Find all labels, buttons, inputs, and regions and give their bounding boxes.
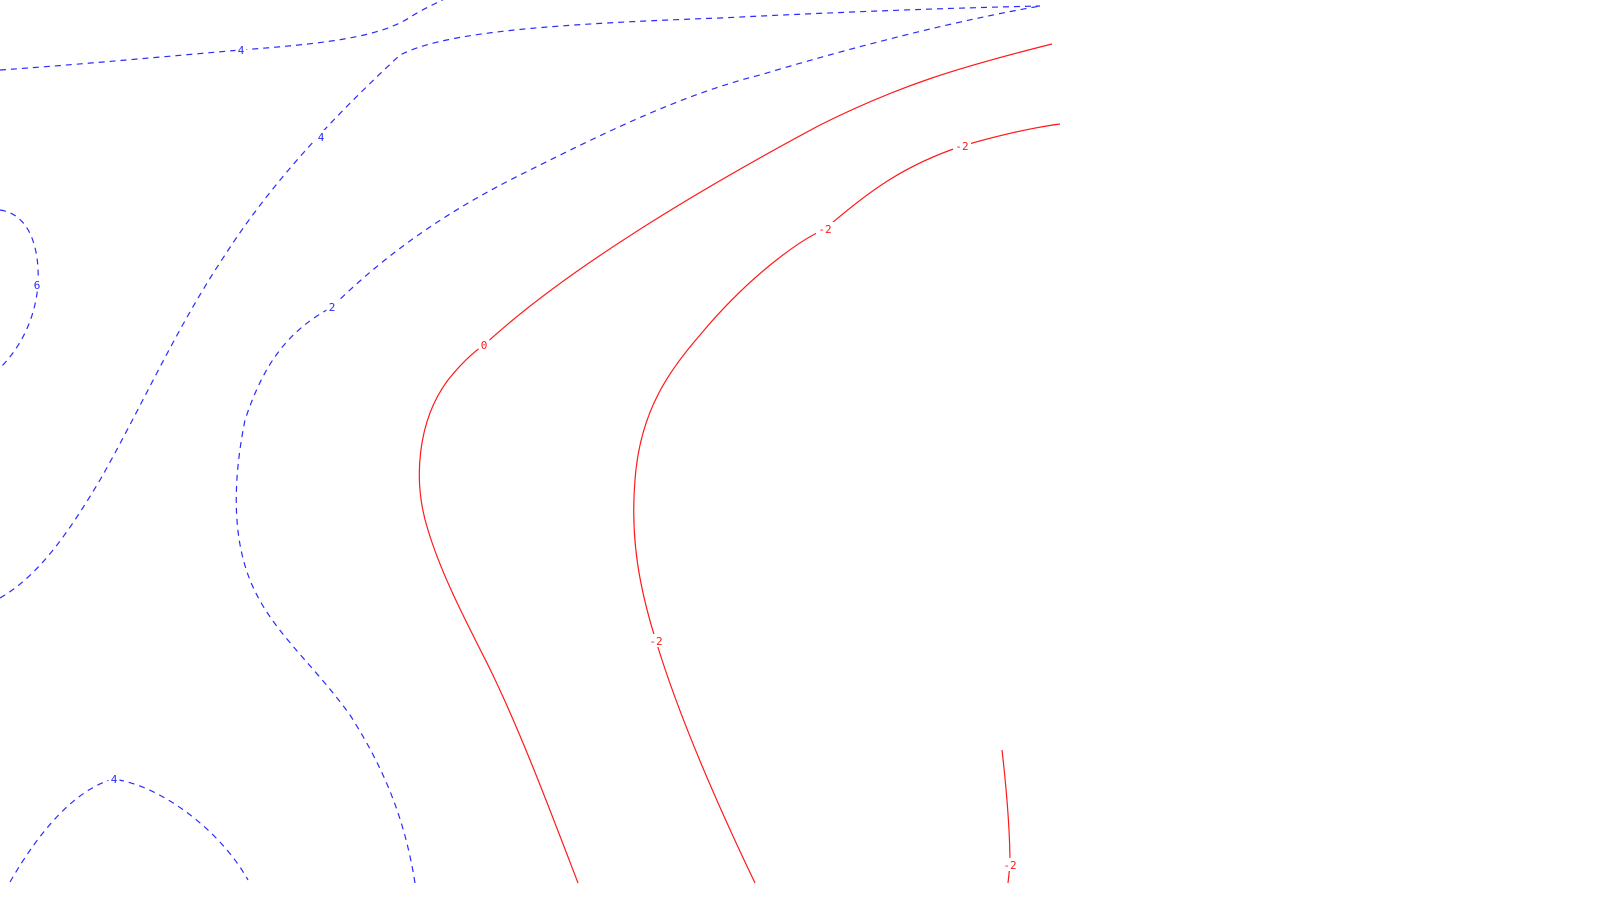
- contour-label-background: [315, 130, 327, 143]
- contour-label-neg-2-main: -2: [649, 635, 662, 648]
- contour-line-neg-2-main: [633, 123, 1061, 884]
- contour-label-background: [108, 772, 120, 785]
- contour-label-background: [326, 300, 338, 313]
- contour-label-pos-4-cross: 4: [318, 131, 325, 144]
- contour-label-pos-6-left: 6: [34, 279, 41, 292]
- contour-label-pos-4-bottom: 4: [111, 773, 118, 786]
- contour-label-background: [478, 338, 490, 351]
- contour-label-pos-4-top-arc: 4: [238, 44, 245, 57]
- contour-line-zero-main: [418, 43, 1053, 884]
- contour-layer: [0, 0, 1061, 884]
- contour-label-background: [31, 278, 43, 291]
- contour-label-zero-main: 0: [481, 339, 488, 352]
- contour-label-neg-2-main: -2: [818, 223, 831, 236]
- contour-line-pos-4-top-arc: [0, 0, 444, 71]
- contour-label-pos-2-main: 2: [329, 301, 336, 314]
- contour-label-neg-2-main: -2: [955, 140, 968, 153]
- label-layer: 4 4 6 2 4 0 -2 -2 -2 -2: [31, 43, 1019, 872]
- contour-label-background: [235, 43, 247, 56]
- contour-label-background: [1001, 858, 1019, 871]
- contour-label-background: [647, 634, 665, 647]
- contour-label-background: [816, 222, 834, 235]
- contour-line-pos-4-cross: [0, 5, 1041, 599]
- contour-label-background: [953, 139, 971, 152]
- contour-label-neg-2-bottom: -2: [1003, 859, 1016, 872]
